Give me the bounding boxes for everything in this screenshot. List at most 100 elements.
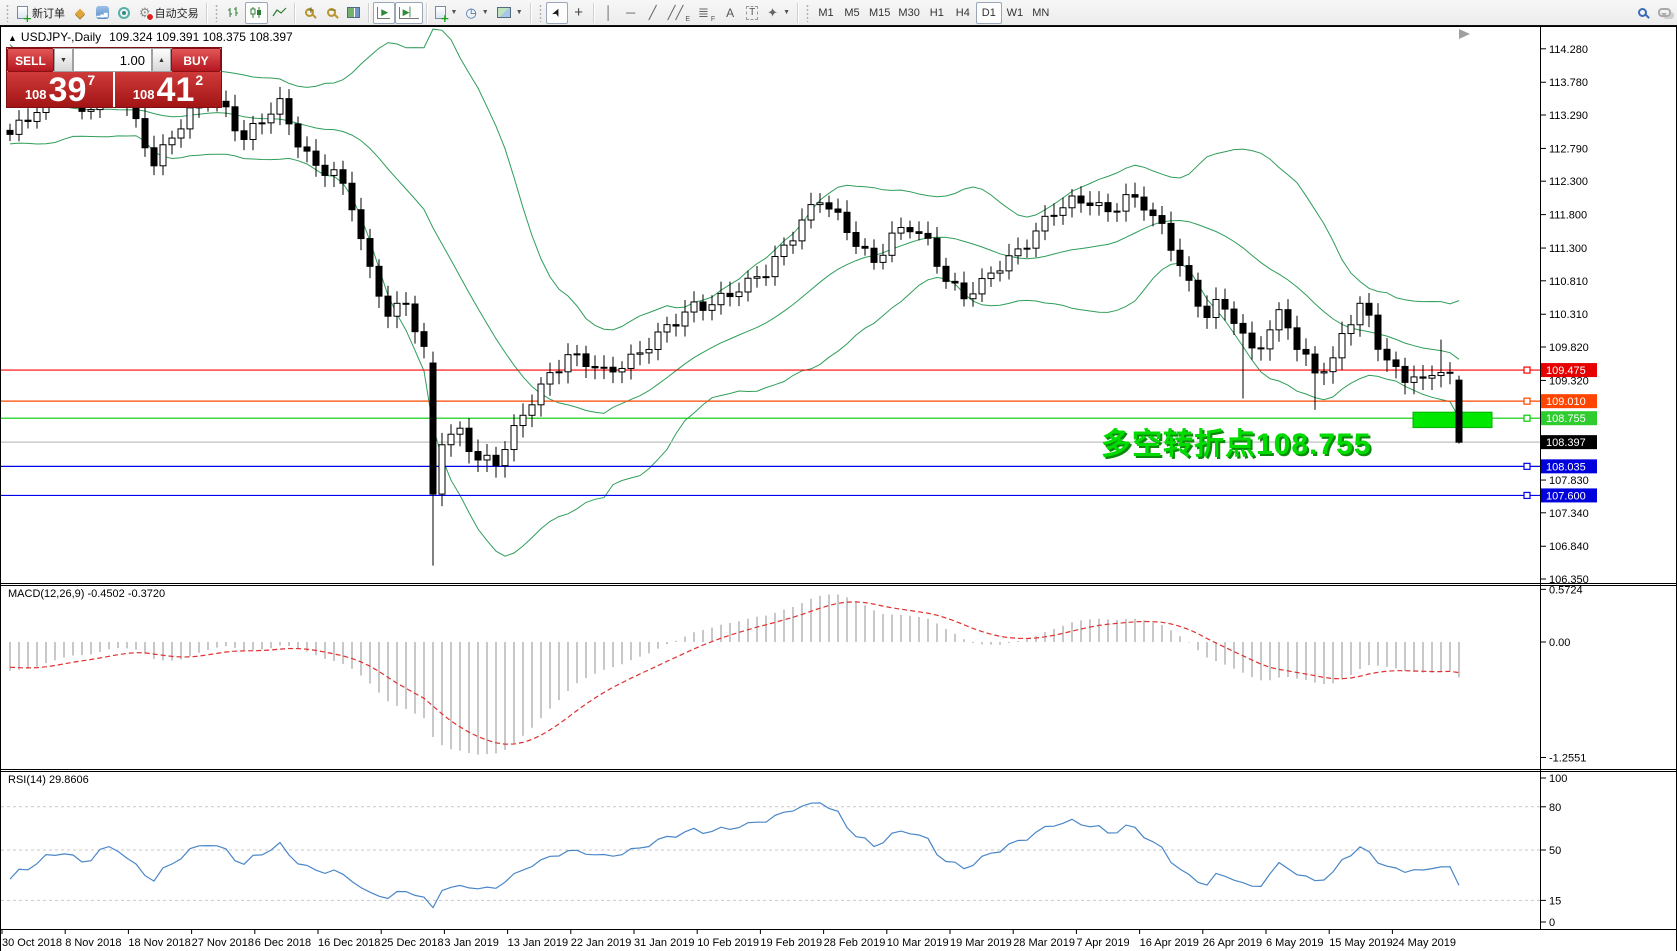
- timeframe-m15[interactable]: M15: [865, 2, 894, 24]
- timeframe-mn[interactable]: MN: [1028, 2, 1054, 24]
- candlestick-icon: [250, 7, 261, 18]
- buy-price-int: 108: [132, 87, 155, 102]
- channel-icon: ╱╱: [667, 4, 684, 20]
- arrows-button[interactable]: ✦ ▼: [763, 2, 794, 24]
- svg-text:106.840: 106.840: [1549, 541, 1589, 553]
- clock-icon: ◷: [465, 5, 477, 20]
- svg-text:106.350: 106.350: [1549, 574, 1589, 586]
- volume-field: [73, 48, 152, 72]
- template-icon: [496, 7, 511, 18]
- text-icon: A: [726, 5, 735, 20]
- toolbar: + 新订单 ◆ ⚙ 自动交易 + − ▶ ▶▏ +▼ ◷▼ ▼: [0, 0, 1677, 26]
- svg-text:114.280: 114.280: [1549, 44, 1588, 56]
- period-button[interactable]: ◷ ▼: [461, 2, 492, 24]
- svg-text:25 Dec 2018: 25 Dec 2018: [381, 937, 443, 949]
- line-chart-button[interactable]: [268, 2, 291, 24]
- separator: [293, 2, 296, 23]
- vertical-line-button[interactable]: │: [598, 2, 620, 24]
- zoom-in-button[interactable]: +: [299, 2, 321, 24]
- new-order-icon: +: [17, 6, 32, 24]
- svg-text:113.290: 113.290: [1549, 110, 1588, 122]
- timeframe-d1[interactable]: D1: [975, 1, 1002, 24]
- svg-text:112.790: 112.790: [1549, 143, 1588, 155]
- metaeditor-button[interactable]: ◆: [69, 2, 91, 24]
- autotrading-button[interactable]: ⚙ 自动交易: [135, 2, 203, 24]
- text-label-button[interactable]: T: [741, 2, 763, 24]
- search-button[interactable]: [1631, 2, 1653, 24]
- signals-button[interactable]: [113, 2, 135, 24]
- svg-text:107.340: 107.340: [1549, 508, 1589, 520]
- buy-price-tile[interactable]: 108 41 2: [115, 72, 221, 107]
- dropdown-arrow-icon: ▼: [783, 9, 791, 16]
- channel-button[interactable]: ╱╱ E: [664, 2, 694, 24]
- buy-price-main: 41: [156, 71, 195, 109]
- fibonacci-button[interactable]: ≣ F: [694, 2, 719, 24]
- new-order-button[interactable]: + 新订单: [13, 2, 69, 24]
- auto-scroll-button[interactable]: ▶: [372, 1, 395, 24]
- svg-text:22 Jan 2019: 22 Jan 2019: [571, 937, 632, 949]
- volume-up-button[interactable]: ▲: [152, 48, 171, 72]
- svg-text:109.475: 109.475: [1546, 365, 1586, 377]
- zoom-in-icon: +: [305, 6, 315, 17]
- tile-windows-icon: [347, 7, 361, 18]
- bar-chart-button[interactable]: [222, 2, 245, 24]
- tile-windows-button[interactable]: [343, 2, 365, 24]
- timeframe-h4[interactable]: H4: [950, 2, 976, 24]
- autotrading-icon: ⚙: [139, 5, 154, 21]
- volume-down-button[interactable]: ▼: [54, 48, 73, 72]
- horizontal-line-button[interactable]: ─: [620, 2, 642, 24]
- zoom-out-icon: −: [327, 6, 337, 17]
- svg-text:112.300: 112.300: [1549, 176, 1588, 188]
- market-button[interactable]: [91, 2, 113, 24]
- chart-shift-button[interactable]: ▶▏: [394, 1, 423, 24]
- autotrading-label: 自动交易: [154, 7, 199, 20]
- svg-text:111.300: 111.300: [1549, 243, 1587, 255]
- timeframe-m30[interactable]: M30: [894, 2, 923, 24]
- timeframe-w1[interactable]: W1: [1002, 2, 1028, 24]
- zoom-out-button[interactable]: −: [321, 2, 343, 24]
- timeframe-m5[interactable]: M5: [839, 2, 865, 24]
- toolbar-grip: [806, 3, 810, 22]
- vertical-line-icon: │: [604, 5, 613, 20]
- sell-button[interactable]: SELL: [7, 48, 54, 72]
- volume-input[interactable]: [74, 49, 151, 71]
- trendline-button[interactable]: ╱: [642, 2, 664, 24]
- svg-text:18 Nov 2018: 18 Nov 2018: [128, 937, 190, 949]
- search-icon: [1637, 8, 1647, 17]
- chart-title: ▲ USDJPY-,Daily 109.324 109.391 108.375 10…: [8, 30, 293, 44]
- crosshair-button[interactable]: +: [568, 2, 590, 24]
- timeframe-h1[interactable]: H1: [924, 2, 950, 24]
- line-chart-icon: [272, 7, 287, 17]
- timeframe-m1[interactable]: M1: [813, 2, 839, 24]
- cursor-button[interactable]: ➤: [545, 1, 568, 24]
- svg-text:16 Dec 2018: 16 Dec 2018: [318, 937, 380, 949]
- toolbar-grip: [6, 3, 9, 22]
- candlestick-button[interactable]: [244, 1, 268, 24]
- sell-price-sup: 7: [87, 72, 96, 88]
- sell-price-tile[interactable]: 108 39 7: [7, 72, 115, 107]
- ohlc-values: 109.324 109.391 108.375 108.397: [109, 30, 293, 44]
- text-button[interactable]: A: [719, 2, 741, 24]
- svg-text:110.310: 110.310: [1549, 309, 1588, 321]
- one-click-trade-panel: SELL ▼ ▲ BUY 108 39 7 108 41 2: [6, 47, 222, 108]
- text-label-icon: T: [746, 5, 759, 20]
- auto-scroll-icon: ▶: [377, 6, 391, 19]
- svg-text:100: 100: [1549, 773, 1567, 785]
- new-chart-button[interactable]: + ▼: [431, 2, 462, 24]
- toolbar-grip: [538, 3, 542, 22]
- svg-text:30 Oct 2018: 30 Oct 2018: [2, 937, 62, 949]
- chart-shift-icon: ▶▏: [398, 6, 419, 19]
- arrows-icon: ✦: [767, 4, 779, 20]
- buy-price-sup: 2: [195, 72, 204, 88]
- dropdown-arrow-icon: ▼: [450, 9, 458, 16]
- buy-button[interactable]: BUY: [171, 48, 221, 72]
- svg-text:19 Feb 2019: 19 Feb 2019: [760, 937, 822, 949]
- bar-chart-icon: [227, 7, 238, 17]
- collapse-triangle-icon[interactable]: ▲: [8, 33, 17, 43]
- chat-button[interactable]: [1653, 2, 1675, 24]
- svg-text:108.397: 108.397: [1546, 437, 1586, 449]
- template-button[interactable]: ▼: [493, 2, 527, 24]
- svg-text:7 Apr 2019: 7 Apr 2019: [1076, 937, 1129, 949]
